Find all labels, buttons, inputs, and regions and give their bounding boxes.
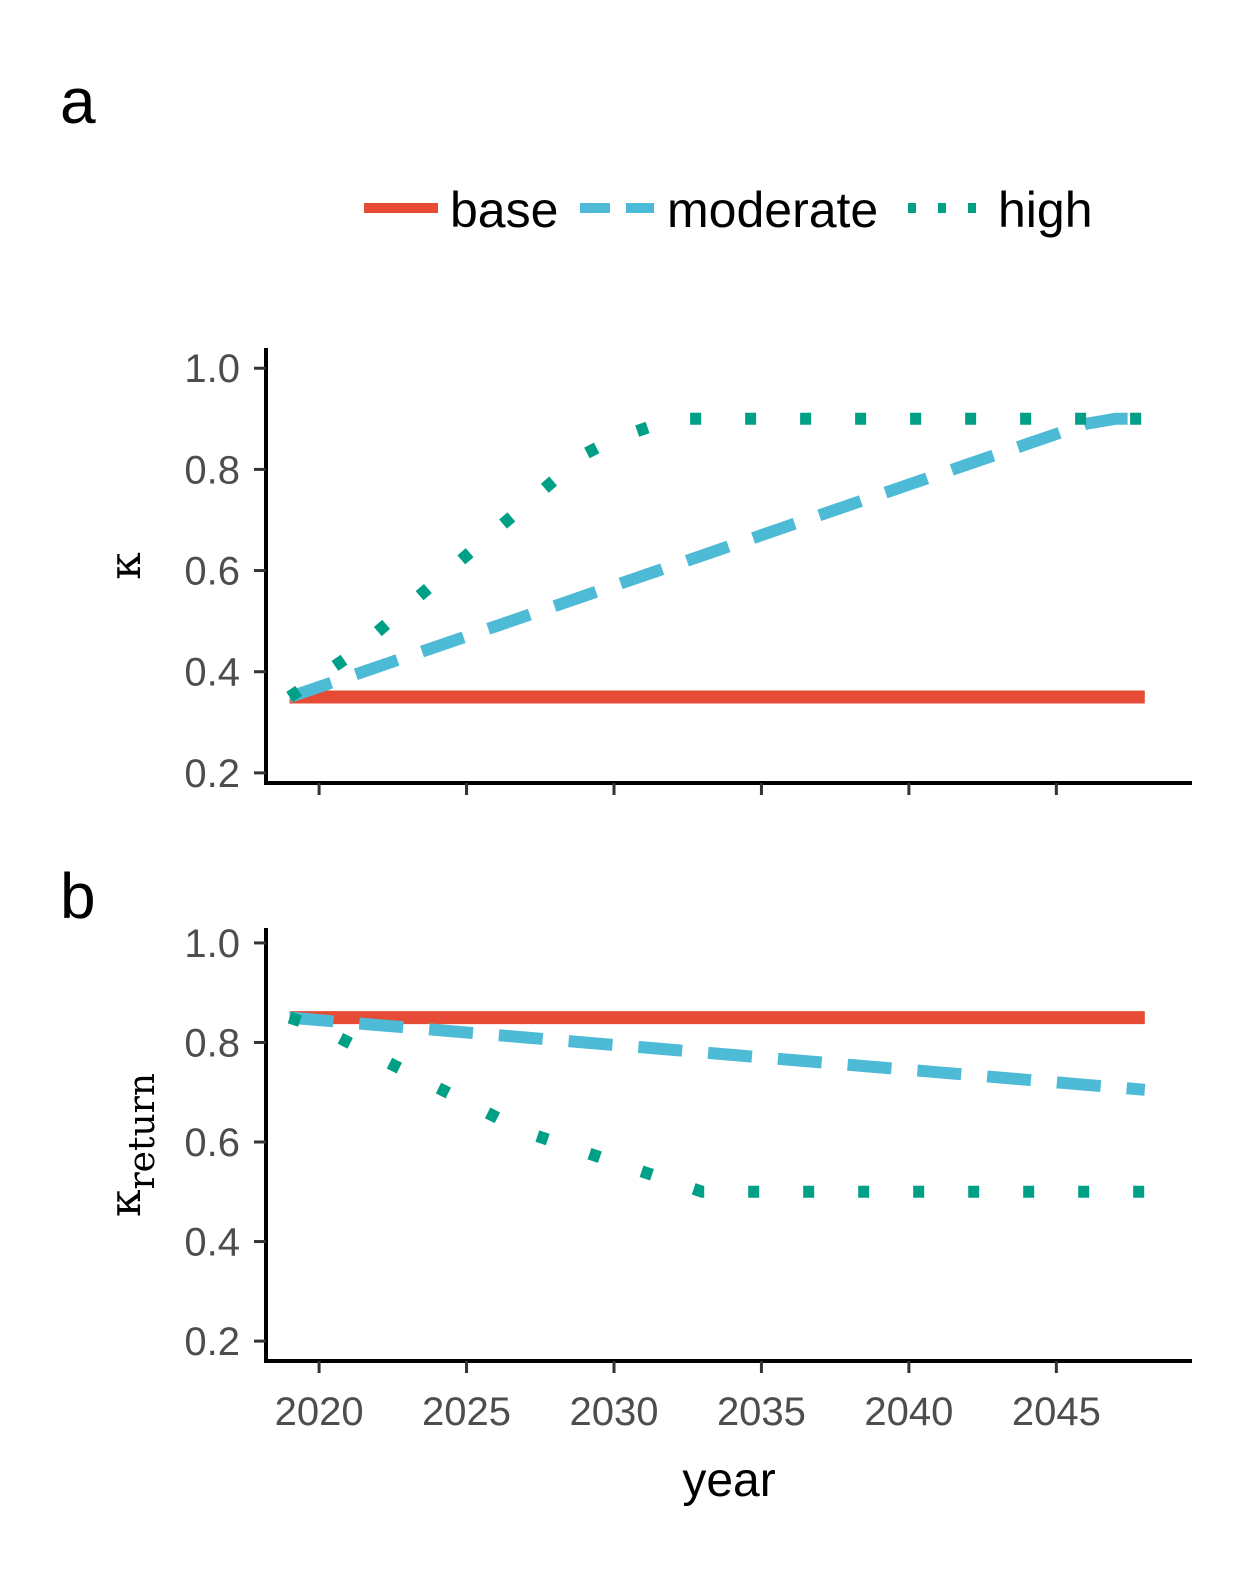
panel-b-letter: b xyxy=(60,860,96,932)
panel-a-y-tick-label: 1.0 xyxy=(184,347,240,391)
panel-a: κ 0.2 0.4 0.6 0.8 1.0 xyxy=(100,347,1192,796)
panel-b-x-tick-label: 2025 xyxy=(422,1390,511,1434)
legend-label-high: high xyxy=(998,182,1093,238)
panel-a-series-high xyxy=(286,412,1145,702)
legend: base moderate high xyxy=(364,182,1093,238)
panel-b-y-tick-label: 0.8 xyxy=(184,1021,240,1065)
panel-b-x-tick-label: 2035 xyxy=(717,1390,806,1434)
panel-a-y-tick-label: 0.4 xyxy=(184,651,240,695)
panel-b-x-tick-label: 2020 xyxy=(275,1390,364,1434)
panel-b-y-tick-label: 0.4 xyxy=(184,1221,240,1265)
panel-b-x-tick-label: 2045 xyxy=(1012,1390,1101,1434)
panel-b: κreturn 0.2 0.4 0.6 0.8 1.0 2020 2025 2030 2035 2… xyxy=(100,922,1192,1434)
panel-b-ylabel: κreturn xyxy=(100,1073,163,1217)
panel-b-ylabel-sub: return xyxy=(122,1073,163,1190)
panel-a-y-tick-label: 0.6 xyxy=(184,550,240,594)
panel-b-ylabel-main: κ xyxy=(100,1190,151,1218)
legend-label-moderate: moderate xyxy=(667,182,878,238)
panel-b-x-tick-label: 2030 xyxy=(569,1390,658,1434)
panel-b-x-tick-label: 2040 xyxy=(864,1390,953,1434)
legend-label-base: base xyxy=(450,182,558,238)
panel-a-y-tick-label: 0.8 xyxy=(184,448,240,492)
panel-b-series-high xyxy=(287,1011,1145,1198)
panel-a-letter: a xyxy=(60,65,96,137)
panel-b-series-moderate xyxy=(289,1011,1146,1096)
panel-a-series-moderate xyxy=(287,412,1145,703)
panel-b-y-tick-label: 0.6 xyxy=(184,1121,240,1165)
panel-b-y-tick-label: 0.2 xyxy=(184,1320,240,1364)
panel-a-y-tick-label: 0.2 xyxy=(184,752,240,796)
panel-a-ylabel: κ xyxy=(100,552,151,580)
x-axis-title: year xyxy=(682,1454,775,1507)
panel-b-y-tick-label: 1.0 xyxy=(184,922,240,966)
